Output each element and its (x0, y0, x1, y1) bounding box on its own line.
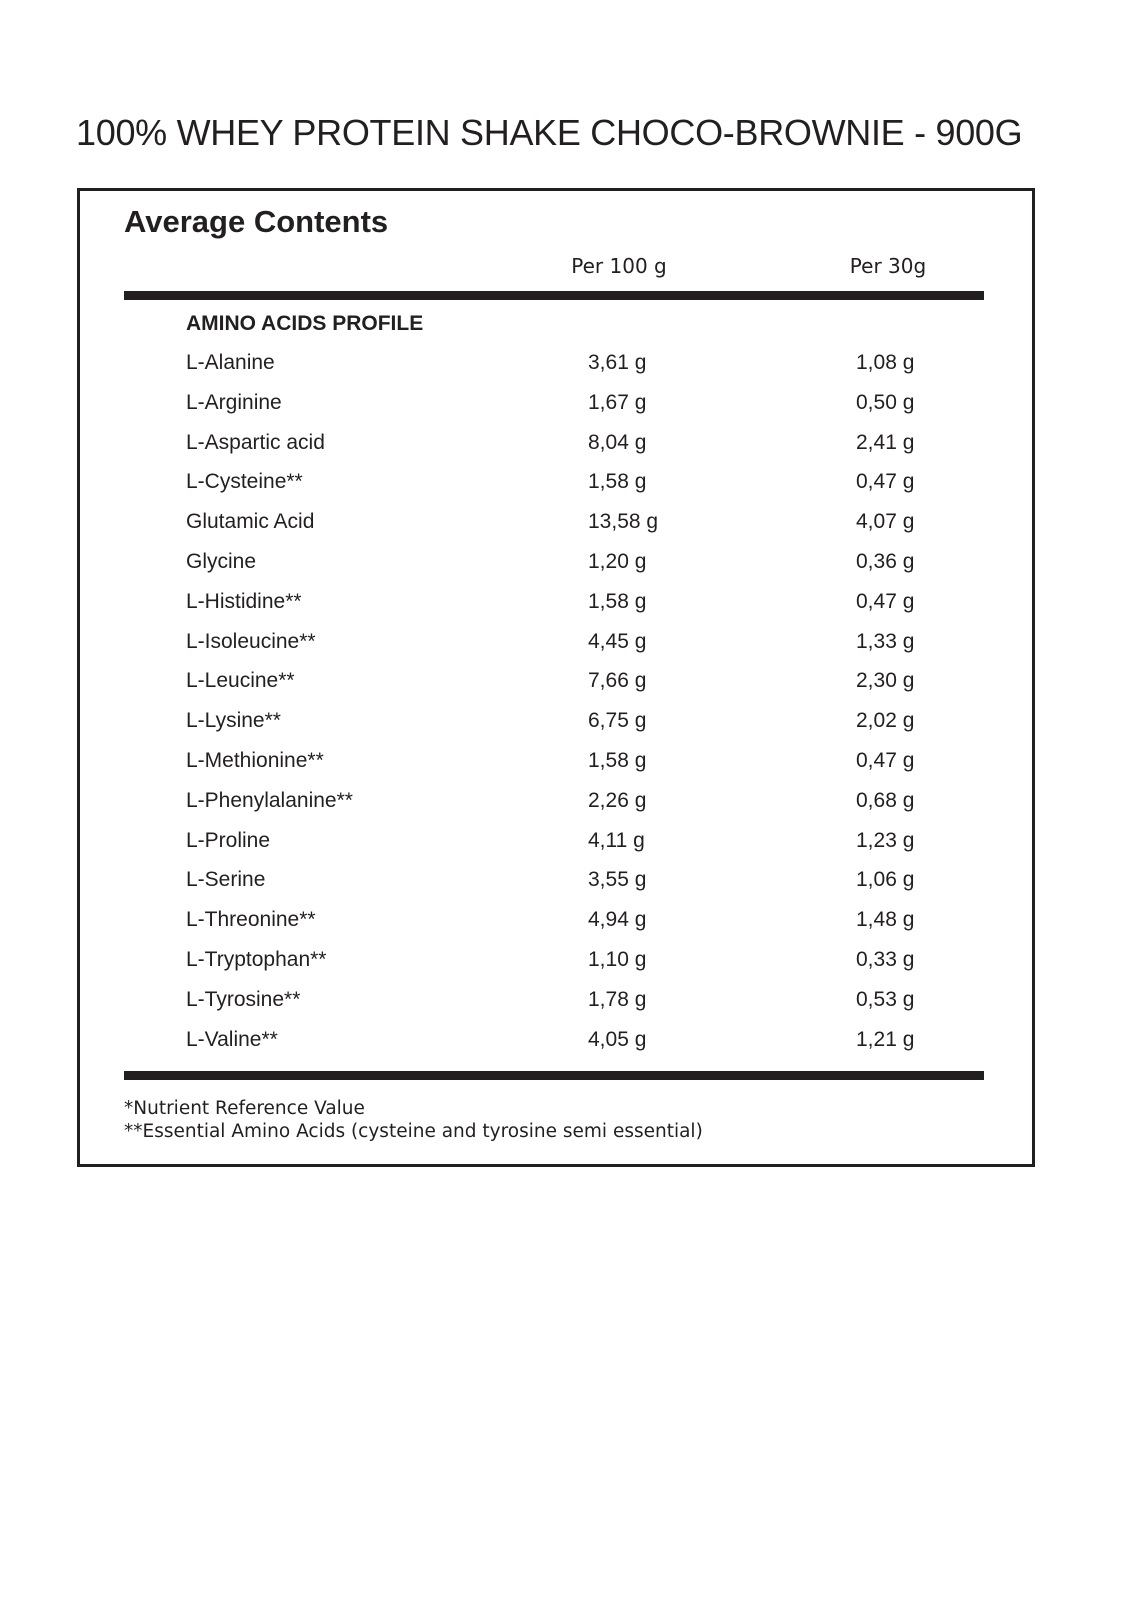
amino-acid-name: L-Aspartic acid (186, 430, 325, 454)
table-row: Glutamic Acid 13,58 g 4,07 g (0, 510, 1131, 540)
column-header-per-30g: Per 30g (849, 254, 927, 278)
value-per-30g: 2,30 g (856, 669, 915, 693)
table-row: L-Histidine** 1,58 g 0,47 g (0, 590, 1131, 620)
value-per-30g: 1,06 g (856, 868, 915, 892)
value-per-100g: 1,58 g (588, 589, 647, 613)
table-row: L-Threonine** 4,94 g 1,48 g (0, 908, 1131, 938)
table-row: L-Methionine** 1,58 g 0,47 g (0, 749, 1131, 779)
amino-acid-name: L-Arginine (186, 390, 282, 414)
value-per-100g: 1,67 g (588, 390, 647, 414)
amino-acid-name: L-Threonine** (186, 908, 316, 932)
value-per-30g: 0,47 g (856, 589, 915, 613)
table-row: L-Lysine** 6,75 g 2,02 g (0, 709, 1131, 739)
amino-acid-name: L-Serine (186, 868, 266, 892)
value-per-100g: 1,10 g (588, 948, 647, 971)
table-row: L-Tyrosine** 1,78 g 0,53 g (0, 988, 1131, 1018)
amino-acid-name: L-Tryptophan** (186, 948, 327, 971)
table-row: L-Phenylalanine** 2,26 g 0,68 g (0, 789, 1131, 819)
value-per-30g: 1,48 g (856, 908, 915, 932)
value-per-100g: 4,94 g (588, 908, 647, 932)
amino-acid-name: L-Proline (186, 828, 271, 852)
table-row: L-Serine 3,55 g 1,06 g (0, 868, 1131, 898)
section-title: AMINO ACIDS PROFILE (186, 312, 424, 335)
value-per-100g: 1,58 g (588, 470, 647, 494)
value-per-30g: 2,41 g (856, 430, 915, 454)
value-per-30g: 0,33 g (856, 948, 915, 971)
table-heading: Average Contents (124, 204, 389, 239)
amino-acid-name: Glycine (186, 550, 257, 573)
value-per-100g: 13,58 g (588, 510, 659, 534)
value-per-30g: 4,07 g (856, 510, 915, 534)
value-per-100g: 4,11 g (588, 828, 645, 852)
value-per-100g: 4,45 g (588, 629, 647, 653)
value-per-30g: 0,53 g (856, 987, 915, 1011)
value-per-100g: 2,26 g (588, 788, 647, 812)
table-row: L-Valine** 4,05 g 1,21 g (0, 1028, 1131, 1058)
table-row: L-Aspartic acid 8,04 g 2,41 g (0, 431, 1131, 461)
value-per-30g: 1,08 g (856, 351, 915, 374)
value-per-100g: 6,75 g (588, 709, 647, 733)
amino-acid-name: L-Cysteine** (186, 470, 303, 494)
amino-acid-name: L-Methionine** (186, 749, 324, 772)
value-per-30g: 1,33 g (856, 629, 915, 653)
table-row: L-Tryptophan** 1,10 g 0,33 g (0, 948, 1131, 978)
value-per-100g: 4,05 g (588, 1027, 647, 1051)
amino-acid-name: L-Valine** (186, 1027, 278, 1051)
amino-acid-name: L-Tyrosine** (186, 987, 301, 1011)
footnote-essential: **Essential Amino Acids (cysteine and ty… (124, 1121, 703, 1142)
bottom-divider (124, 1071, 984, 1080)
amino-acid-name: L-Isoleucine** (186, 629, 316, 653)
footnote-nrv: *Nutrient Reference Value (124, 1098, 365, 1119)
table-row: Glycine 1,20 g 0,36 g (0, 550, 1131, 580)
value-per-100g: 1,58 g (588, 749, 647, 772)
table-row: L-Cysteine** 1,58 g 0,47 g (0, 470, 1131, 500)
value-per-30g: 1,23 g (856, 828, 915, 852)
nutrition-table-frame (77, 188, 1035, 1167)
amino-acid-name: L-Phenylalanine** (186, 788, 353, 812)
value-per-100g: 3,61 g (588, 351, 647, 374)
table-row: L-Arginine 1,67 g 0,50 g (0, 391, 1131, 421)
amino-acid-name: L-Leucine** (186, 669, 295, 693)
amino-acid-name: Glutamic Acid (186, 510, 315, 534)
table-row: L-Leucine** 7,66 g 2,30 g (0, 669, 1131, 699)
page-title: 100% WHEY PROTEIN SHAKE CHOCO-BROWNIE - … (76, 112, 1023, 153)
amino-acid-name: L-Alanine (186, 351, 275, 374)
value-per-100g: 1,20 g (588, 550, 647, 573)
column-header-per-100g: Per 100 g (571, 254, 667, 278)
value-per-100g: 3,55 g (588, 868, 647, 892)
value-per-100g: 1,78 g (588, 987, 647, 1011)
value-per-100g: 7,66 g (588, 669, 647, 693)
value-per-30g: 0,36 g (856, 550, 915, 573)
value-per-30g: 0,47 g (856, 749, 915, 772)
value-per-30g: 1,21 g (856, 1027, 915, 1051)
table-row: L-Proline 4,11 g 1,23 g (0, 829, 1131, 859)
table-row: L-Isoleucine** 4,45 g 1,33 g (0, 630, 1131, 660)
value-per-30g: 0,50 g (856, 390, 915, 414)
value-per-100g: 8,04 g (588, 430, 647, 454)
amino-acid-name: L-Histidine** (186, 589, 302, 613)
top-divider (124, 291, 984, 300)
value-per-30g: 0,68 g (856, 788, 915, 812)
value-per-30g: 0,47 g (856, 470, 915, 494)
amino-acid-name: L-Lysine** (186, 709, 281, 733)
value-per-30g: 2,02 g (856, 709, 915, 733)
table-row: L-Alanine 3,61 g 1,08 g (0, 351, 1131, 381)
